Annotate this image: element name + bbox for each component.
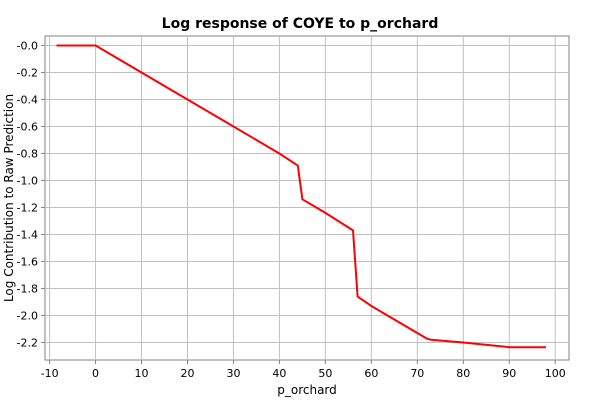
x-axis-label: p_orchard xyxy=(277,383,337,397)
y-tick-label: -0.8 xyxy=(17,147,38,160)
y-tick-label: -0.4 xyxy=(17,93,38,106)
y-tick-label: -1.0 xyxy=(17,174,38,187)
y-gridlines xyxy=(45,44,569,343)
x-tick-label: 40 xyxy=(272,367,286,380)
y-tick-label: -0.2 xyxy=(17,66,38,79)
y-tick-label: -0.6 xyxy=(17,120,38,133)
chart-title: Log response of COYE to p_orchard xyxy=(162,16,439,32)
x-tick-label: 20 xyxy=(180,367,194,380)
x-tick-label: 90 xyxy=(502,367,516,380)
x-gridlines xyxy=(49,36,556,360)
x-tick-label: 30 xyxy=(226,367,240,380)
x-tick-label: 50 xyxy=(318,367,332,380)
x-tick-label: 10 xyxy=(135,367,149,380)
y-tick-label: -0.0 xyxy=(17,39,38,52)
x-tick-label: 60 xyxy=(364,367,378,380)
y-tick-label: -1.8 xyxy=(17,282,38,295)
y-axis-ticks: -0.0 -0.2 -0.4 -0.6 -0.8 -1.0 -1.2 -1.4 -1.6 -1.8… xyxy=(17,39,45,349)
plot-area xyxy=(44,35,570,361)
series-line xyxy=(56,44,546,349)
x-tick-label: 100 xyxy=(545,367,566,380)
y-tick-label: -1.4 xyxy=(17,228,38,241)
y-axis-label: Log Contribution to Raw Prediction xyxy=(2,94,16,302)
x-tick-label: -10 xyxy=(41,367,59,380)
x-tick-label: 70 xyxy=(410,367,424,380)
y-tick-label: -1.6 xyxy=(17,255,38,268)
x-tick-label: 80 xyxy=(456,367,470,380)
y-tick-label: -1.2 xyxy=(17,201,38,214)
y-tick-label: -2.0 xyxy=(17,309,38,322)
series xyxy=(56,44,546,349)
x-axis-ticks: -10 0 10 20 30 40 50 60 70 80 90 100 xyxy=(41,360,566,380)
x-tick-label: 0 xyxy=(92,367,99,380)
y-tick-label: -2.2 xyxy=(17,336,38,349)
